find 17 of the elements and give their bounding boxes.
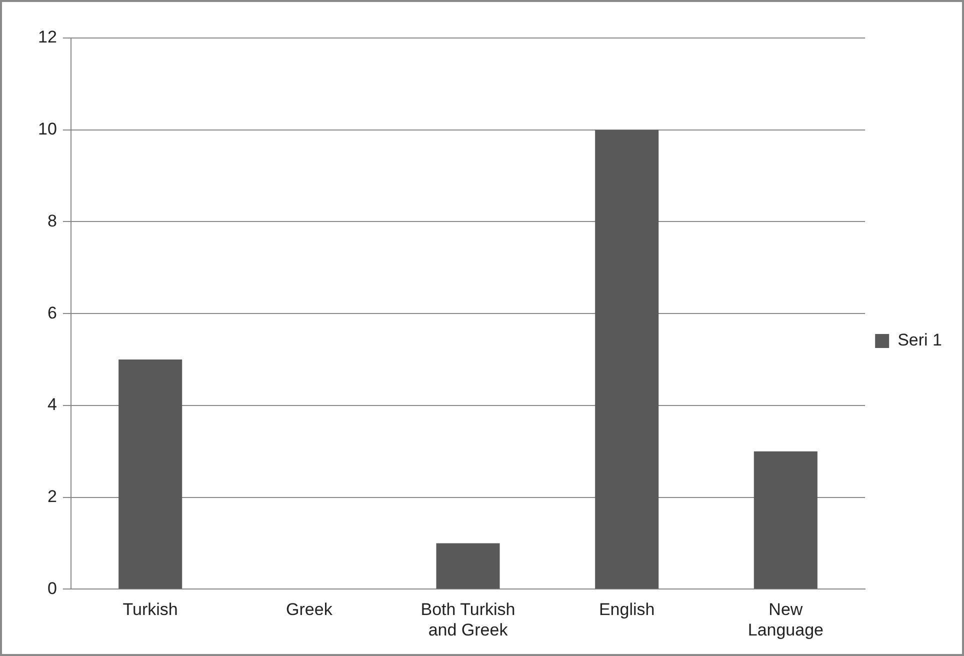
y-tick-label: 12	[38, 28, 57, 47]
bar	[118, 360, 182, 589]
y-tick-label: 10	[38, 120, 57, 139]
x-tick-label: New Language	[748, 600, 824, 640]
x-tick-label: Both Turkish and Greek	[420, 600, 516, 640]
y-tick-label: 2	[47, 487, 57, 506]
y-tick-label: 0	[47, 578, 57, 598]
bar	[436, 543, 500, 589]
x-tick-label: Greek	[286, 600, 333, 620]
x-tick-label: English	[598, 600, 655, 620]
bar	[595, 130, 659, 589]
y-tick-label: 8	[47, 211, 57, 230]
x-tick-label: Turkish	[122, 600, 178, 620]
y-tick-label: 6	[47, 303, 57, 322]
bar	[754, 451, 818, 589]
y-tick-label: 4	[47, 395, 57, 414]
legend-label: Seri 1	[898, 330, 942, 350]
